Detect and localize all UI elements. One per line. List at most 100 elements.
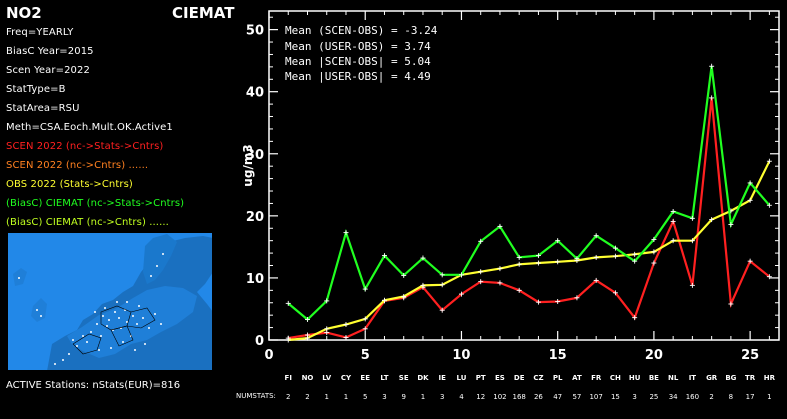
data-point [516,287,522,293]
numstats-value: 57 [572,393,581,401]
data-point [478,238,484,244]
data-point [612,253,618,259]
stat-mean-abs-user-obs: Mean |USER-OBS| = 4.49 [285,70,431,83]
data-point [343,321,349,327]
y-axis-title: ug/m3 [241,144,255,186]
data-point [709,217,715,223]
data-point [497,223,503,229]
data-point [439,307,445,313]
data-point [535,253,541,259]
category-label: SE [399,374,409,382]
data-point [651,260,657,266]
y-tick-label: 40 [246,86,264,101]
legend-entry-biasc-stats: (BiasC) CIEMAT (nc->Stats->Cntrs) [6,198,185,209]
numstats-value: 25 [649,393,658,401]
data-point [593,277,599,283]
data-point [766,274,772,280]
data-point [497,280,503,286]
numstats-value: 17 [746,393,755,401]
numstats-value: 4 [459,393,464,401]
data-point [497,266,503,272]
x-tick-label: 5 [361,348,370,363]
x-tick-label: 10 [452,348,470,363]
category-label: FI [285,374,292,382]
x-tick-label: 25 [741,348,759,363]
data-point [612,290,618,296]
category-label: NL [668,374,679,382]
stat-mean-abs-scen-obs: Mean |SCEN-OBS| = 5.04 [285,55,431,68]
data-point [420,255,426,261]
data-point [670,218,676,224]
data-point [766,158,772,164]
category-label: LV [322,374,331,382]
data-point [709,95,715,101]
data-point [401,294,407,300]
y-tick-label: 30 [246,148,264,163]
stat-area-line: StatArea=RSU [6,103,80,114]
legend-entry-obs: OBS 2022 (Stats->Cntrs) [6,179,133,190]
data-point [651,249,657,255]
data-point [285,300,291,306]
y-tick-label: 50 [246,24,264,39]
data-point [478,269,484,275]
data-point [574,295,580,301]
category-label: PT [476,374,486,382]
data-point [401,272,407,278]
category-label: NO [302,374,314,382]
numstats-value: 15 [611,393,620,401]
scen-year-line: Scen Year=2022 [6,65,90,76]
data-point [535,299,541,305]
data-point [555,299,561,305]
numstats-value: 8 [729,393,733,401]
numstats-value: 3 [382,393,386,401]
x-tick-label: 20 [645,348,663,363]
data-point [593,254,599,260]
data-point [670,209,676,215]
data-point [747,180,753,186]
legend-entry-biasc-cntrs: (BiasC) CIEMAT (nc->Cntrs) ...... [6,217,169,228]
category-label: DK [417,374,429,382]
numstats-value: 3 [632,393,636,401]
y-tick-label: 10 [246,272,264,287]
numstats-value: 1 [767,393,771,401]
data-point [689,282,695,288]
category-label: LU [456,374,466,382]
data-point [709,63,715,69]
stat-mean-user-obs: Mean (USER-OBS) = 3.74 [285,40,431,53]
category-label: EE [360,374,370,382]
data-point [516,261,522,267]
info-panel: NO2 CIEMAT Freq=YEARLY BiasC Year=2015 S… [0,0,238,419]
data-point [439,282,445,288]
meth-line: Meth=CSA.Eoch.Mult.OK.Active1 [6,122,173,133]
numstats-value: 47 [553,393,562,401]
numstats-value: 34 [669,393,678,401]
series-line-0 [288,97,771,340]
category-label: HR [764,374,776,382]
numstats-value: 2 [709,393,713,401]
data-point [324,298,330,304]
numstats-label: NUMSTATS: [236,392,276,400]
data-point [766,202,772,208]
numstats-value: 102 [493,393,506,401]
numstats-value: 1 [421,393,425,401]
plot-frame [268,10,780,341]
model-label: CIEMAT [172,4,235,22]
numstats-value: 168 [513,393,526,401]
y-tick-label: 0 [255,334,264,349]
numstats-value: 160 [686,393,699,401]
data-point [362,286,368,292]
numstats-value: 107 [589,393,602,401]
data-point [632,315,638,321]
numstats-value: 26 [534,393,543,401]
x-tick-label: 0 [264,348,273,363]
series-line-1 [288,160,771,342]
data-point [574,256,580,262]
category-label: IT [689,374,697,382]
data-point [728,222,734,228]
category-label: TR [745,374,756,382]
biasc-year-line: BiasC Year=2015 [6,46,94,57]
x-tick-label: 15 [549,348,567,363]
numstats-value: 1 [325,393,329,401]
data-point [670,238,676,244]
